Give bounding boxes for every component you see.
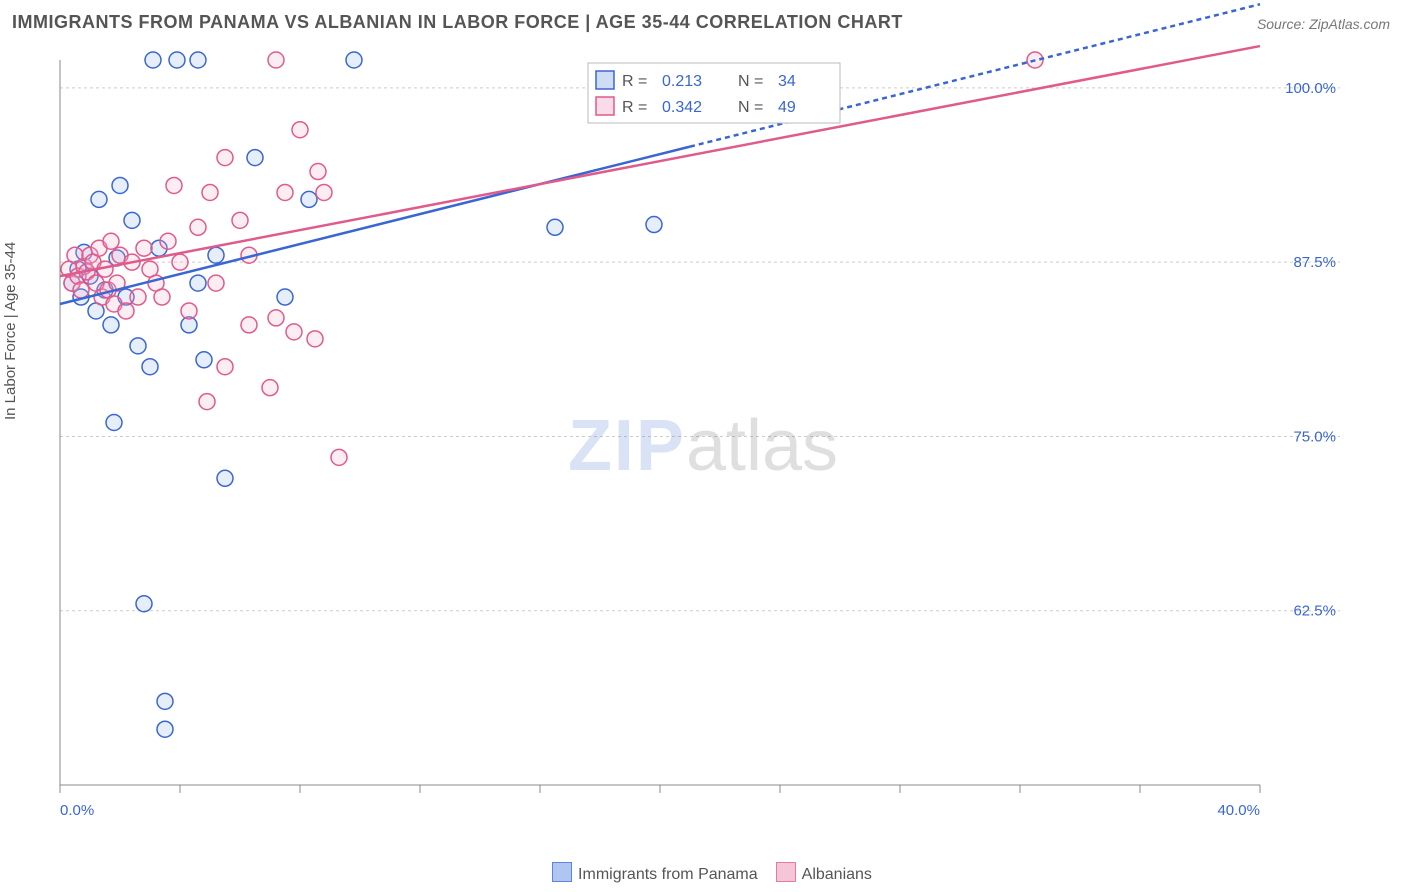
bottom-legend-label: Immigrants from Panama <box>578 866 758 883</box>
data-point <box>217 359 233 375</box>
data-point <box>292 122 308 138</box>
data-point <box>262 380 278 396</box>
data-point <box>157 693 173 709</box>
data-point <box>103 233 119 249</box>
data-point <box>202 184 218 200</box>
legend-swatch <box>596 97 614 115</box>
chart-plot-area: 0.0% 40.0% 62.5% 75.0% 87.5% 100.0% R = 0.213 N … <box>50 55 1340 825</box>
data-point <box>103 317 119 333</box>
data-point <box>208 275 224 291</box>
bottom-legend-swatch <box>552 862 572 882</box>
data-point <box>277 289 293 305</box>
y-axis-label: In Labor Force | Age 35-44 <box>2 242 19 420</box>
data-point <box>199 394 215 410</box>
data-point <box>145 52 161 68</box>
data-point <box>316 184 332 200</box>
bottom-legend-swatch <box>776 862 796 882</box>
data-point <box>301 191 317 207</box>
data-point <box>118 303 134 319</box>
data-point <box>646 217 662 233</box>
chart-title: IMMIGRANTS FROM PANAMA VS ALBANIAN IN LA… <box>12 12 903 33</box>
data-point <box>331 449 347 465</box>
legend-R-value: 0.342 <box>662 99 702 116</box>
legend-R-label: R = <box>622 73 647 90</box>
data-point <box>268 52 284 68</box>
y-tick-label: 100.0% <box>1285 80 1336 97</box>
data-point <box>286 324 302 340</box>
legend-N-value: 34 <box>778 73 796 90</box>
y-tick-label: 75.0% <box>1293 428 1336 445</box>
data-point <box>73 282 89 298</box>
data-point <box>106 415 122 431</box>
x-tick-label: 0.0% <box>60 802 94 819</box>
data-point <box>307 331 323 347</box>
data-point <box>277 184 293 200</box>
bottom-legend-label: Albanians <box>802 866 872 883</box>
data-point <box>136 240 152 256</box>
data-point <box>181 303 197 319</box>
data-point <box>172 254 188 270</box>
data-point <box>190 275 206 291</box>
data-point <box>232 212 248 228</box>
legend-N-value: 49 <box>778 99 796 116</box>
data-point <box>247 150 263 166</box>
data-point <box>124 212 140 228</box>
data-point <box>112 177 128 193</box>
source-attribution: Source: ZipAtlas.com <box>1257 16 1390 32</box>
data-point <box>169 52 185 68</box>
data-point <box>130 289 146 305</box>
data-point <box>130 338 146 354</box>
data-point <box>91 191 107 207</box>
y-tick-label: 87.5% <box>1293 254 1336 271</box>
data-point <box>217 150 233 166</box>
legend-R-label: R = <box>622 99 647 116</box>
bottom-legend: Immigrants from Panama Albanians <box>0 862 1406 884</box>
data-point <box>208 247 224 263</box>
data-point <box>166 177 182 193</box>
data-point <box>346 52 362 68</box>
data-point <box>157 721 173 737</box>
data-point <box>160 233 176 249</box>
data-point <box>310 164 326 180</box>
data-point <box>196 352 212 368</box>
data-point <box>547 219 563 235</box>
data-point <box>241 317 257 333</box>
data-point <box>190 219 206 235</box>
y-tick-label: 62.5% <box>1293 603 1336 620</box>
data-point <box>268 310 284 326</box>
data-point <box>136 596 152 612</box>
legend-swatch <box>596 71 614 89</box>
data-point <box>154 289 170 305</box>
chart-svg: 0.0% 40.0% 62.5% 75.0% 87.5% 100.0% R = 0.213 N … <box>50 55 1340 825</box>
trend-line <box>60 147 690 304</box>
data-point <box>217 470 233 486</box>
legend-N-label: N = <box>738 73 763 90</box>
data-point <box>142 359 158 375</box>
data-point <box>190 52 206 68</box>
legend-N-label: N = <box>738 99 763 116</box>
x-tick-label: 40.0% <box>1217 802 1260 819</box>
legend-R-value: 0.213 <box>662 73 702 90</box>
